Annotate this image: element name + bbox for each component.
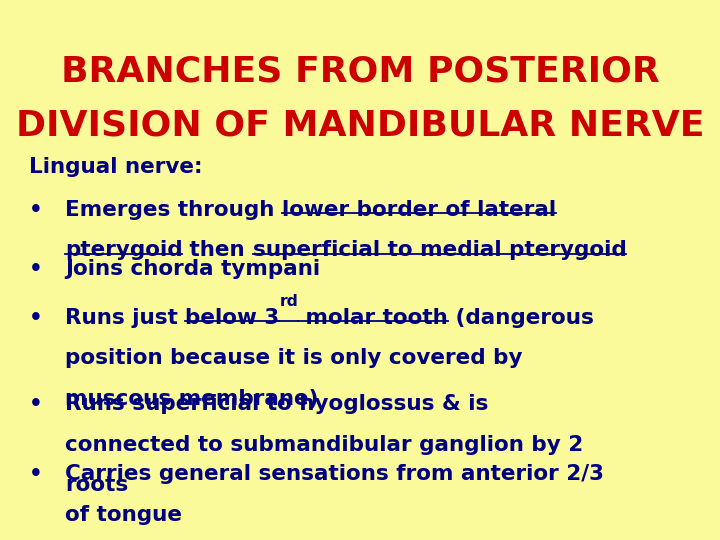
Text: muscous membrane): muscous membrane) xyxy=(65,389,318,409)
Text: rd: rd xyxy=(279,294,298,309)
Text: •: • xyxy=(29,200,42,220)
Text: lower border of lateral: lower border of lateral xyxy=(282,200,556,220)
Text: •: • xyxy=(29,394,42,414)
Text: superficial to medial pterygoid: superficial to medial pterygoid xyxy=(253,240,626,260)
Text: molar tooth: molar tooth xyxy=(298,308,448,328)
Text: BRANCHES FROM POSTERIOR: BRANCHES FROM POSTERIOR xyxy=(60,54,660,88)
Text: Runs superficial to hyoglossus & is: Runs superficial to hyoglossus & is xyxy=(65,394,488,414)
Text: Emerges through: Emerges through xyxy=(65,200,282,220)
Text: DIVISION OF MANDIBULAR NERVE: DIVISION OF MANDIBULAR NERVE xyxy=(16,108,704,142)
Text: Runs just: Runs just xyxy=(65,308,185,328)
Text: pterygoid: pterygoid xyxy=(65,240,182,260)
Text: below 3: below 3 xyxy=(185,308,279,328)
Text: position because it is only covered by: position because it is only covered by xyxy=(65,348,522,368)
Text: then: then xyxy=(182,240,253,260)
Text: roots: roots xyxy=(65,475,128,495)
Text: Carries general sensations from anterior 2/3: Carries general sensations from anterior… xyxy=(65,464,604,484)
Text: connected to submandibular ganglion by 2: connected to submandibular ganglion by 2 xyxy=(65,435,583,455)
Text: (dangerous: (dangerous xyxy=(448,308,594,328)
Text: Lingual nerve:: Lingual nerve: xyxy=(29,157,202,177)
Text: •: • xyxy=(29,464,42,484)
Text: of tongue: of tongue xyxy=(65,505,181,525)
Text: •: • xyxy=(29,308,42,328)
Text: Joins chorda tympani: Joins chorda tympani xyxy=(65,259,320,279)
Text: •: • xyxy=(29,259,42,279)
